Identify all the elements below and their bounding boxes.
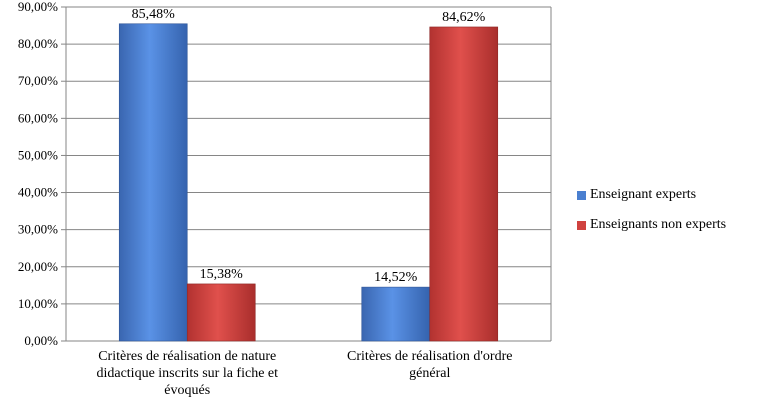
data-labels: 85,48% 15,38% 14,52% 84,62% — [132, 7, 486, 285]
category-label-1: Critères de réalisation de nature didacti… — [96, 349, 278, 398]
legend-label-series-1: Enseignant experts — [590, 187, 697, 202]
legend-swatch-series-2 — [577, 220, 586, 230]
category-label-line: général — [409, 366, 450, 381]
y-tick-label: 80,00% — [18, 36, 58, 51]
data-label-series-1-category-1: 85,48% — [132, 7, 176, 22]
y-tick-label: 30,00% — [18, 222, 58, 237]
bar-series-1-category-1 — [118, 23, 188, 342]
category-label-line: didactique inscrits sur la fiche et — [96, 366, 278, 381]
x-axis-category-labels: Critères de réalisation de nature didacti… — [96, 349, 512, 398]
category-label-line: évoqués — [164, 383, 210, 398]
bars — [118, 23, 499, 342]
category-label-line: Critères de réalisation d'ordre — [347, 349, 512, 364]
data-label-series-2-category-2: 84,62% — [442, 10, 486, 25]
y-tick-label: 50,00% — [18, 147, 58, 162]
legend-label-series-2: Enseignants non experts — [590, 217, 727, 232]
bar-series-1-category-2 — [361, 286, 431, 342]
legend-item-series-2: Enseignants non experts — [577, 210, 726, 240]
y-tick-label: 0,00% — [24, 333, 58, 348]
legend-item-series-1: Enseignant experts — [577, 180, 726, 210]
legend: Enseignant experts Enseignants non exper… — [577, 180, 726, 240]
data-label-series-2-category-1: 15,38% — [200, 267, 244, 282]
y-tick-label: 10,00% — [18, 296, 58, 311]
y-tick-label: 90,00% — [18, 0, 58, 14]
legend-swatch-series-1 — [577, 190, 586, 200]
category-label-2: Critères de réalisation d'ordre général — [347, 349, 512, 381]
y-tick-label: 60,00% — [18, 110, 58, 125]
y-axis-tick-labels: 0,00% 10,00% 20,00% 30,00% 40,00% 50,00% 60,00… — [18, 0, 58, 348]
y-tick-label: 20,00% — [18, 259, 58, 274]
bar-series-2-category-1 — [186, 283, 256, 342]
y-tick-label: 40,00% — [18, 185, 58, 200]
data-label-series-1-category-2: 14,52% — [374, 270, 418, 285]
y-tick-label: 70,00% — [18, 73, 58, 88]
bar-series-2-category-2 — [429, 26, 499, 342]
category-label-line: Critères de réalisation de nature — [98, 349, 276, 364]
